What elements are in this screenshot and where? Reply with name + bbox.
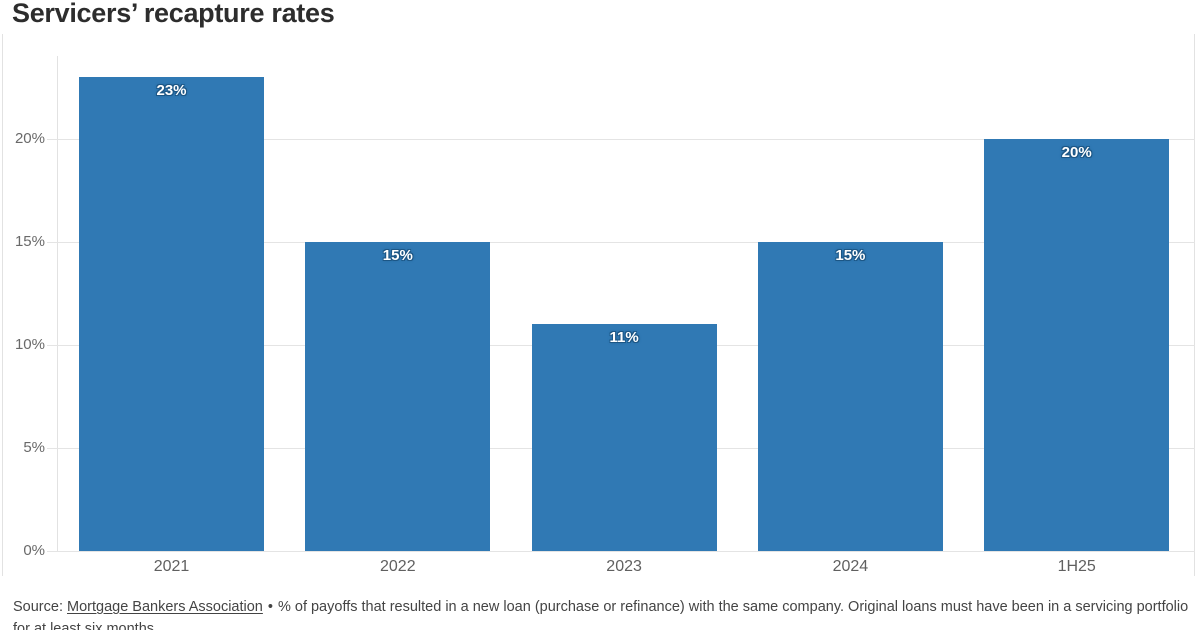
gridline-0% bbox=[47, 551, 1195, 552]
card-right-border bbox=[1194, 34, 1195, 576]
x-tick-label-2024: 2024 bbox=[832, 558, 869, 575]
bar-1H25: 20% bbox=[984, 138, 1170, 551]
source-prefix: Source: bbox=[13, 599, 63, 615]
bar-2021: 23% bbox=[79, 76, 264, 551]
footer-note: Source: Mortgage Bankers Association •% o… bbox=[13, 596, 1189, 630]
gridline-20% bbox=[47, 138, 1195, 140]
y-tick-label: 5% bbox=[23, 438, 45, 456]
bar-value-label: 20% bbox=[1061, 143, 1092, 161]
y-axis-line bbox=[57, 56, 58, 551]
bar-value-label: 23% bbox=[156, 81, 187, 99]
page-title: Servicers’ recapture rates bbox=[12, 0, 335, 28]
y-tick-label: 0% bbox=[23, 542, 45, 559]
bar-2024: 15% bbox=[757, 241, 943, 551]
x-tick-label-2023: 2023 bbox=[606, 558, 642, 575]
bar-value-label: 15% bbox=[835, 246, 866, 264]
y-tick-label: 10% bbox=[14, 335, 45, 353]
y-tick-label: 20% bbox=[14, 129, 45, 147]
x-tick-label-1H25: 1H25 bbox=[1057, 558, 1096, 575]
y-tick-label: 15% bbox=[14, 232, 45, 250]
source-link[interactable]: Mortgage Bankers Association bbox=[67, 599, 263, 615]
gridline-15% bbox=[47, 241, 1195, 243]
footer-description: % of payoffs that resulted in a new loan… bbox=[13, 599, 1189, 630]
card-left-border bbox=[2, 34, 3, 576]
bar-2022: 15% bbox=[305, 241, 491, 551]
bar-value-label: 15% bbox=[382, 246, 413, 264]
bar-2023: 11% bbox=[531, 324, 717, 551]
x-tick-label-2021: 2021 bbox=[153, 558, 190, 575]
bar-value-label: 11% bbox=[609, 329, 639, 347]
footer-bullet: • bbox=[267, 599, 273, 615]
x-tick-label-2022: 2022 bbox=[380, 558, 416, 575]
